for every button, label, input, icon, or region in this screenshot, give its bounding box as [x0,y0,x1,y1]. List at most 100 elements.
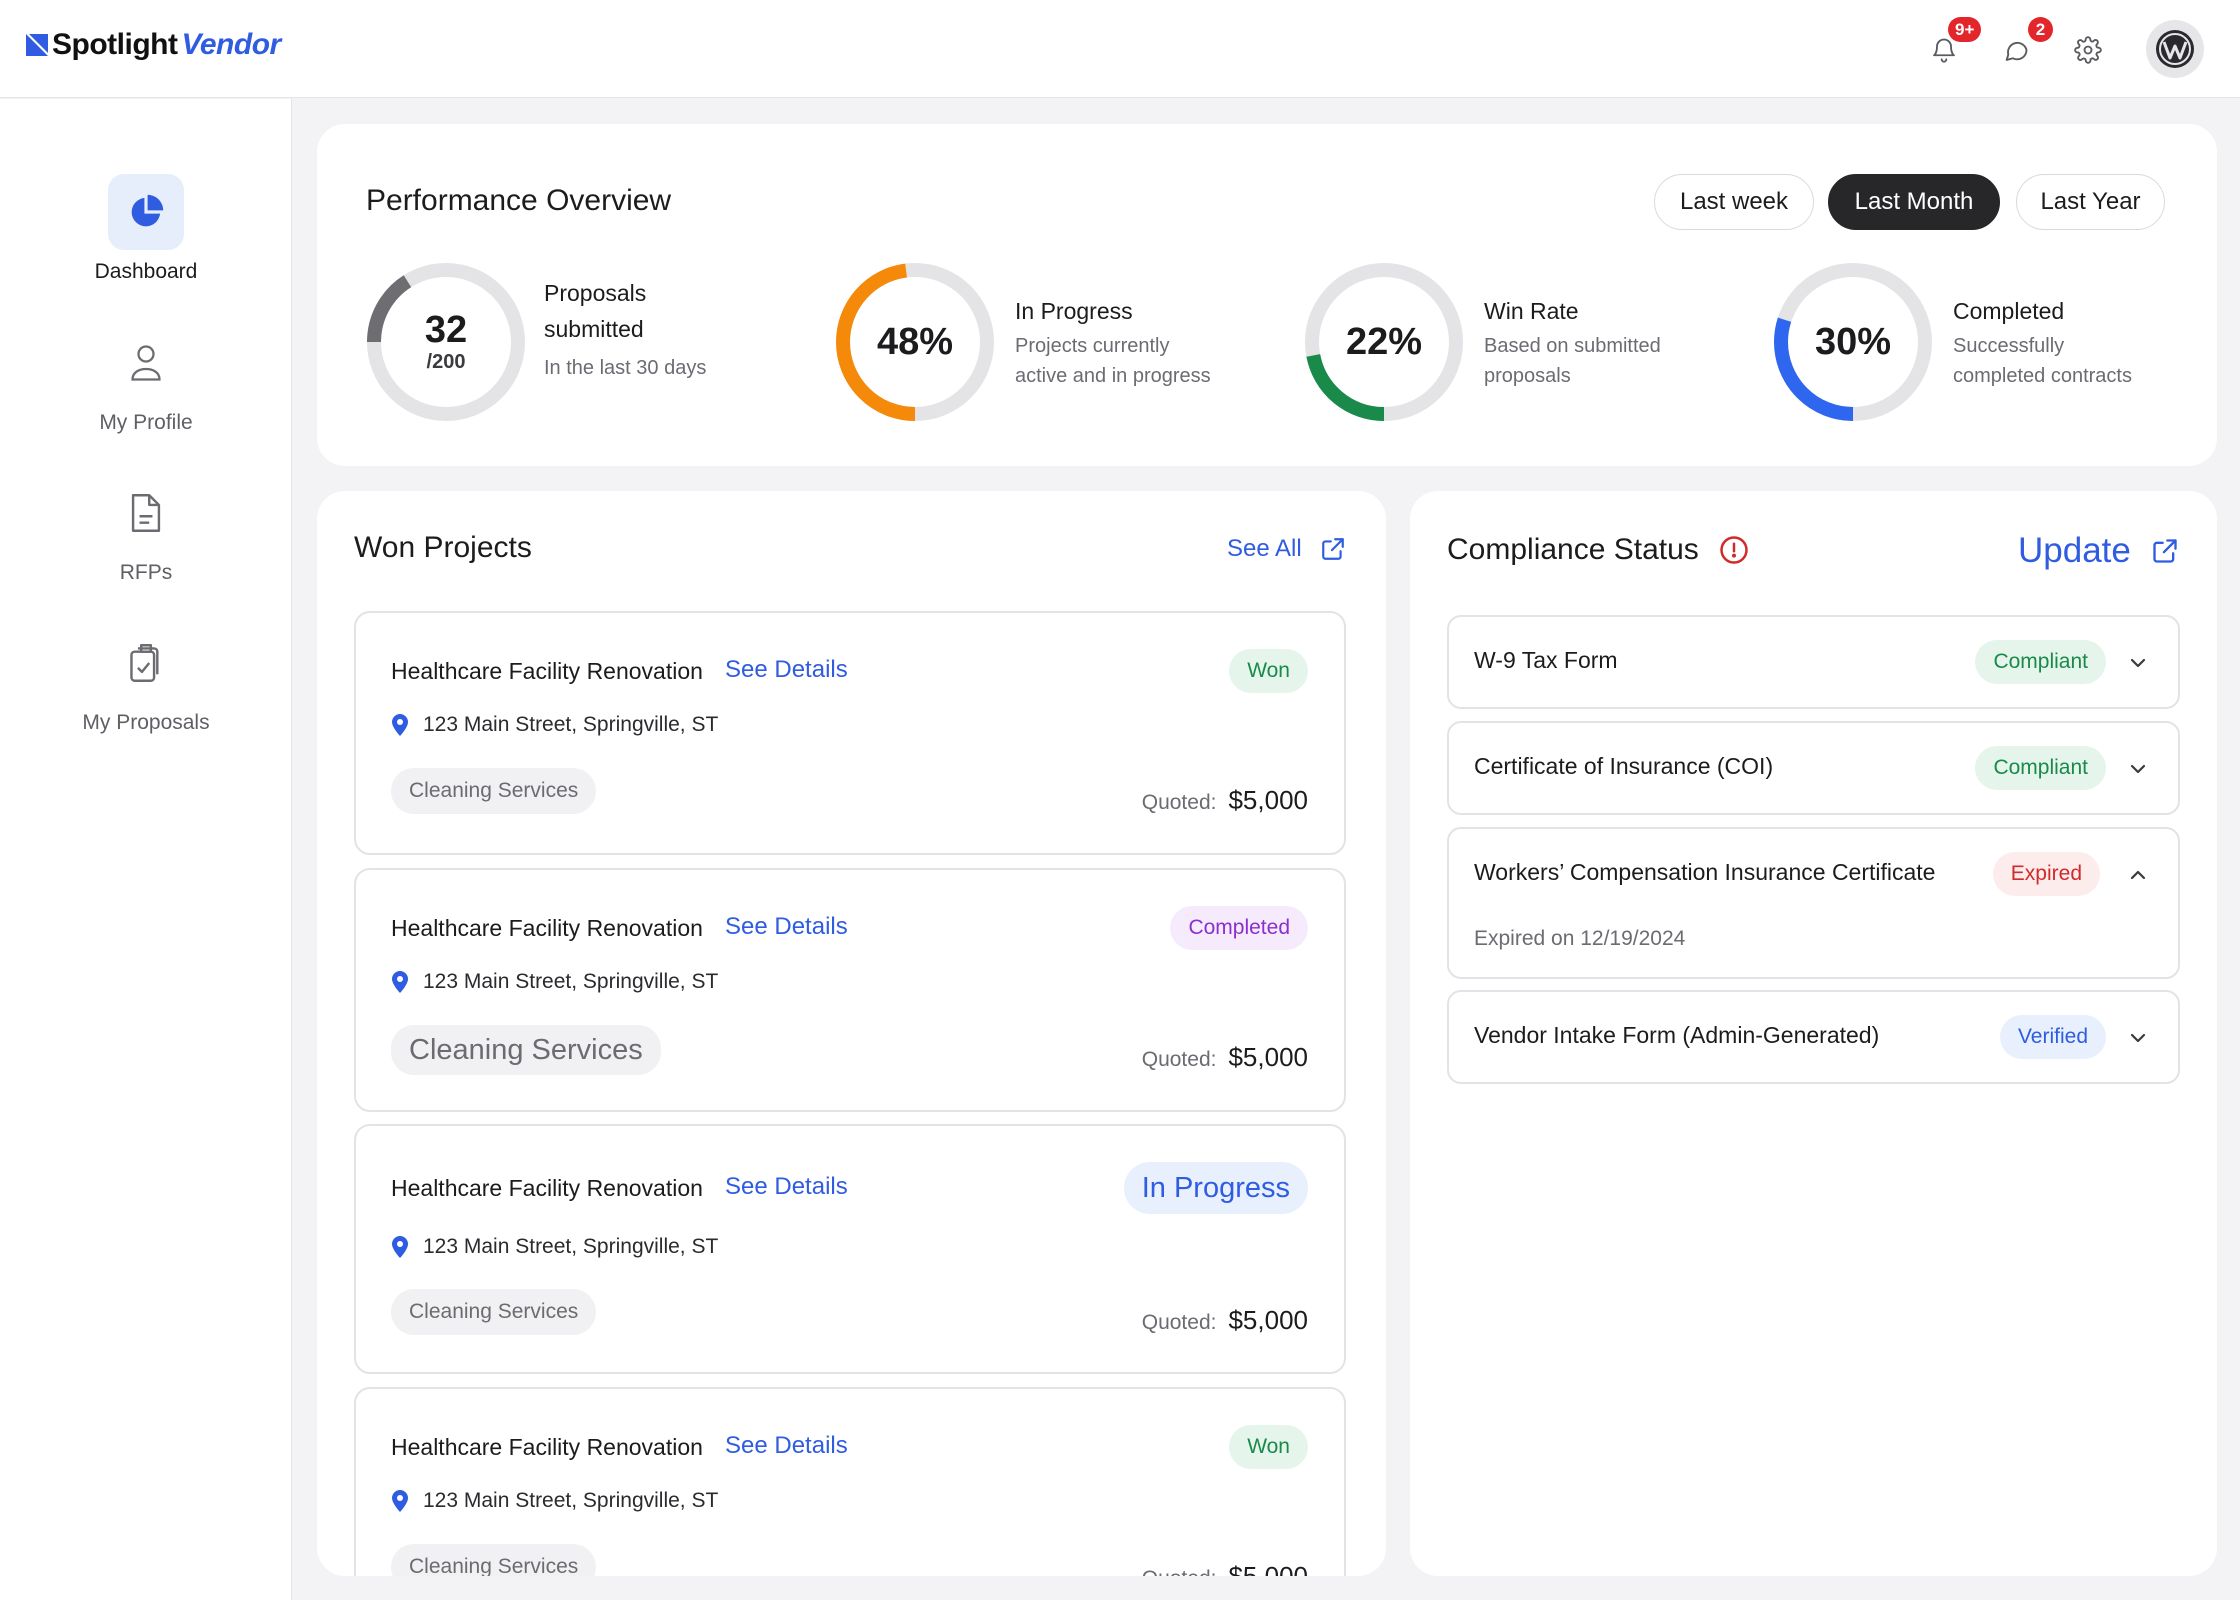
sidebar-item-dashboard[interactable]: Dashboard [0,174,292,284]
quoted-amount: Quoted: $5,000 [1142,1561,1308,1576]
brand-name: Spotlight [52,28,178,61]
range-last-year[interactable]: Last Year [2016,174,2165,230]
range-last-week[interactable]: Last week [1654,174,1814,230]
project-address-text: 123 Main Street, Springville, ST [423,970,719,993]
quoted-value: $5,000 [1228,1042,1308,1072]
proposals-ring [367,263,525,421]
sidebar-item-label: RFPs [119,561,173,584]
project-name: Healthcare Facility Renovation [391,658,703,684]
metric-subtitle: Projects currently [1015,335,1170,357]
alert-circle-icon [1720,536,1748,564]
update-label: Update [2018,531,2131,570]
range-last-month[interactable]: Last Month [1828,174,2000,230]
service-tag: Cleaning Services [391,1544,597,1576]
status-badge: Won [1229,1425,1308,1469]
sidebar-item-label: My Proposals [82,711,210,734]
metric-subtitle: Based on submitted [1484,335,1661,357]
compliance-title: Compliance Status [1447,533,1699,566]
metric-title-line2: submitted [544,316,644,342]
compliance-item[interactable]: Certificate of Insurance (COI) Compliant [1447,721,2180,815]
win-rate-value: 22% [1345,320,1423,363]
gear-icon [2074,36,2102,64]
project-address: 123 Main Street, Springville, ST [391,1489,718,1513]
project-card[interactable]: Healthcare Facility Renovation See Detai… [354,868,1346,1112]
metric-title: Win Rate [1484,298,1579,324]
sidebar-item-rfps[interactable]: RFPs [0,475,292,585]
proposals-total: /200 [426,351,466,373]
see-details-link[interactable]: See Details [725,913,848,940]
quoted-value: $5,000 [1228,1305,1308,1335]
quoted-amount: Quoted: $5,000 [1142,1305,1308,1336]
location-pin-icon [392,714,408,736]
compliance-header: Compliance Status [1447,533,1749,567]
expiry-note: Expired on 12/19/2024 [1474,927,1686,950]
messages-badge: 2 [2028,17,2053,42]
status-badge: Completed [1170,906,1308,950]
project-address: 123 Main Street, Springville, ST [391,713,718,737]
see-details-link[interactable]: See Details [725,656,848,683]
chevron-up-icon [2130,870,2146,880]
external-link-icon [2153,539,2177,563]
see-details-link[interactable]: See Details [725,1173,848,1200]
update-link[interactable]: Update [2018,531,2179,571]
see-details-link[interactable]: See Details [725,1432,848,1459]
top-bar: Spotlight Vendor 9+ 2 [0,0,2240,98]
see-all-label: See All [1227,535,1302,562]
nav-icon-wrap [108,625,184,701]
performance-title: Performance Overview [366,184,672,217]
in-progress-ring [836,263,994,421]
chat-icon [2005,41,2028,61]
metric-completed: 30% Completed Successfully completed con… [1772,261,2192,423]
quoted-label: Quoted: [1141,1311,1217,1334]
win-rate-ring [1305,263,1463,421]
quoted-value: $5,000 [1228,785,1308,815]
project-address-text: 123 Main Street, Springville, ST [423,1489,719,1512]
location-pin-icon [392,971,408,993]
project-card[interactable]: Healthcare Facility Renovation See Detai… [354,611,1346,855]
document-name: Vendor Intake Form (Admin-Generated) [1474,1022,1880,1048]
compliance-item[interactable]: Vendor Intake Form (Admin-Generated) Ver… [1447,990,2180,1084]
proposals-ring-value: 32 /200 [365,261,527,423]
metric-subtitle-line2: active and in progress [1015,365,1211,387]
service-tag: Cleaning Services [391,1025,661,1075]
document-name: Workers’ Compensation Insurance Certific… [1474,859,1936,885]
status-badge: In Progress [1123,1162,1308,1214]
quoted-amount: Quoted: $5,000 [1142,1042,1308,1073]
compliance-item-expanded[interactable]: Workers’ Compensation Insurance Certific… [1447,827,2180,979]
completed-value: 30% [1814,320,1892,363]
status-badge: Won [1229,649,1308,693]
location-pin-icon [392,1490,408,1512]
settings-button[interactable] [2070,32,2106,68]
expand-button[interactable] [2126,1026,2150,1050]
expand-button[interactable] [2126,757,2150,781]
collapse-button[interactable] [2126,863,2150,887]
messages-button[interactable]: 2 [1998,17,2053,68]
project-card[interactable]: Healthcare Facility Renovation See Detai… [354,1387,1346,1576]
quoted-label: Quoted: [1141,1048,1217,1071]
status-badge: Compliant [1975,640,2106,684]
proposals-count: 32 [424,309,468,351]
sidebar-item-my-proposals[interactable]: My Proposals [0,625,292,735]
see-all-link[interactable]: See All [1227,535,1346,563]
chevron-down-icon [2130,1033,2146,1043]
sidebar-item-label: Dashboard [94,260,198,283]
project-card[interactable]: Healthcare Facility Renovation See Detai… [354,1124,1346,1374]
quoted-label: Quoted: [1142,1567,1217,1576]
quoted-label: Quoted: [1141,791,1217,814]
brand-sub: Vendor [181,28,281,61]
status-badge: Expired [1992,852,2100,896]
metric-subtitle: In the last 30 days [544,357,707,379]
avatar[interactable] [2146,20,2204,78]
performance-overview-card: Performance Overview Last week Last Mont… [317,124,2217,466]
sidebar-item-my-profile[interactable]: My Profile [0,325,292,435]
project-name: Healthcare Facility Renovation [391,1434,703,1460]
quoted-amount: Quoted: $5,000 [1142,785,1308,816]
metric-proposals-submitted: 32 /200 Proposals submitted In the last … [365,261,785,423]
notifications-button[interactable]: 9+ [1926,17,1982,68]
compliance-item[interactable]: W-9 Tax Form Compliant [1447,615,2180,709]
logo[interactable]: Spotlight Vendor [26,28,281,62]
nav-icon-wrap [108,475,184,551]
expand-button[interactable] [2126,651,2150,675]
project-name: Healthcare Facility Renovation [391,1175,703,1201]
project-name: Healthcare Facility Renovation [391,915,703,941]
